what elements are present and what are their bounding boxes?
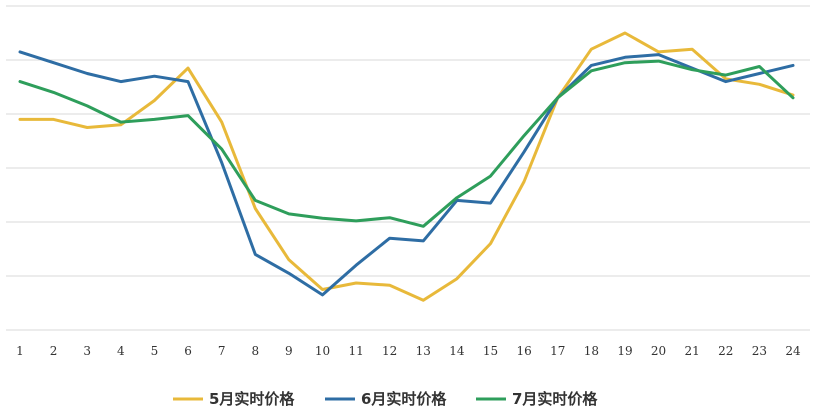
legend-item: 6月实时价格 — [325, 390, 447, 408]
x-tick-label: 3 — [83, 344, 91, 358]
series-line-1 — [18, 31, 795, 302]
x-tick-label: 13 — [416, 344, 431, 358]
x-tick-label: 22 — [718, 344, 733, 358]
series-line-2 — [18, 50, 795, 297]
x-tick-label: 15 — [483, 344, 498, 358]
x-tick-label: 9 — [285, 344, 293, 358]
series-line-3 — [18, 59, 795, 228]
x-tick-label: 24 — [785, 344, 801, 358]
legend-label: 6月实时价格 — [361, 390, 447, 408]
x-tick-label: 7 — [218, 344, 226, 358]
legend-item: 7月实时价格 — [476, 390, 598, 408]
series-lines — [18, 31, 795, 302]
x-axis-ticks: 1 2 3 4 5 6 7 8 9 10 11 12 13 14 15 16 17 18 19 20 21 22 23 24 — [16, 344, 801, 358]
x-tick-label: 11 — [348, 344, 363, 358]
legend-label: 7月实时价格 — [512, 390, 598, 408]
x-tick-label: 5 — [151, 344, 159, 358]
x-tick-label: 1 — [16, 344, 24, 358]
gridlines — [6, 5, 810, 331]
legend-item: 5月实时价格 — [173, 390, 295, 408]
x-tick-label: 21 — [685, 344, 700, 358]
x-tick-label: 17 — [550, 344, 565, 358]
legend-label: 5月实时价格 — [209, 390, 295, 408]
legend: 5月实时价格 6月实时价格 7月实时价格 — [173, 390, 598, 408]
x-tick-label: 18 — [584, 344, 599, 358]
x-tick-label: 8 — [251, 344, 259, 358]
x-tick-label: 23 — [752, 344, 767, 358]
x-tick-label: 12 — [382, 344, 397, 358]
x-tick-label: 4 — [117, 344, 125, 358]
x-tick-label: 19 — [617, 344, 632, 358]
x-tick-label: 10 — [315, 344, 330, 358]
x-tick-label: 20 — [651, 344, 666, 358]
x-tick-label: 2 — [50, 344, 58, 358]
x-tick-label: 6 — [184, 344, 192, 358]
x-tick-label: 16 — [516, 344, 531, 358]
x-tick-label: 14 — [449, 344, 465, 358]
